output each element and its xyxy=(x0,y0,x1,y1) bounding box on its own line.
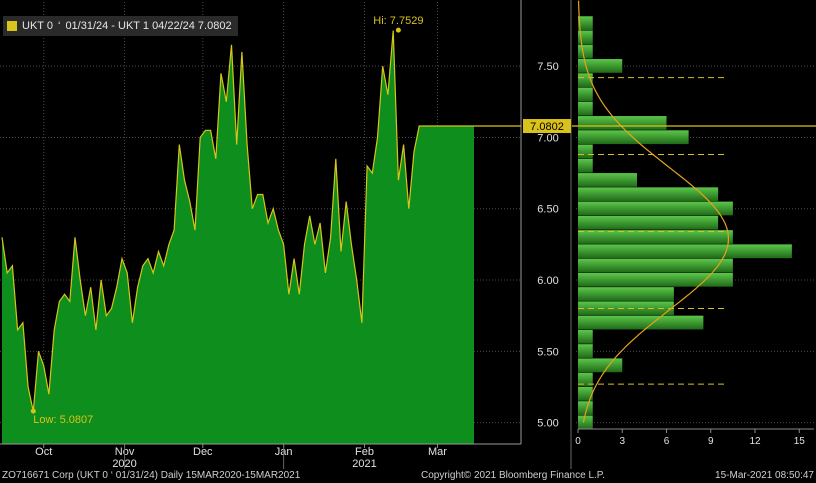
x-tick-label: Feb xyxy=(355,446,374,458)
footer-timestamp: 15-Mar-2021 08:50:47 xyxy=(715,470,814,481)
footer-copyright: Copyright© 2021 Bloomberg Finance L.P. xyxy=(421,470,605,481)
histogram-bar xyxy=(578,358,623,373)
histogram-bar xyxy=(578,329,593,344)
legend-series-label: UKT 0 xyxy=(22,20,53,32)
last-value-label: 7.0802 xyxy=(530,121,564,133)
histogram-bar xyxy=(578,287,674,301)
histogram-bar xyxy=(578,201,733,216)
hist-x-tick-label: 12 xyxy=(749,436,761,447)
histogram-bar xyxy=(578,187,719,202)
x-tick-label: Dec xyxy=(193,446,213,458)
histogram-bar xyxy=(578,44,593,59)
x-year-label: 2021 xyxy=(352,458,376,469)
x-tick-label: Oct xyxy=(35,446,52,458)
hi-label: Hi: 7.7529 xyxy=(373,15,423,27)
histogram-bar xyxy=(578,401,593,415)
distribution-curve xyxy=(578,0,729,423)
histogram-bar xyxy=(578,372,593,387)
legend-link-icon: ‘ xyxy=(57,20,61,32)
hist-x-tick-label: 3 xyxy=(619,436,625,447)
y-tick-label: 5.00 xyxy=(537,418,558,430)
hist-x-tick-label: 9 xyxy=(708,436,714,447)
hist-x-tick-label: 6 xyxy=(664,436,670,447)
histogram-bar xyxy=(578,272,733,287)
histogram-bar xyxy=(578,301,674,316)
main-chart-area xyxy=(1,30,474,444)
histogram-bar xyxy=(578,144,593,159)
x-tick-label: Mar xyxy=(428,446,447,458)
chart-legend: UKT 0 ‘ 01/31/24 - UKT 1 04/22/24 7.0802 xyxy=(3,16,238,36)
hist-x-tick-label: 0 xyxy=(575,436,581,447)
histogram-bar xyxy=(578,230,733,244)
status-footer: ZO716671 Corp (UKT 0 ‘ 01/31/24) Daily 1… xyxy=(0,469,816,483)
histogram-bar xyxy=(578,59,623,73)
low-marker xyxy=(30,408,36,414)
histogram-bar xyxy=(578,415,593,430)
chart-annotations: 7.0802 Hi: 7.7529 Low: 5.0807 xyxy=(30,15,816,426)
y-tick-label: 6.00 xyxy=(537,275,558,287)
y-tick-label: 7.00 xyxy=(537,132,558,144)
last-value-tag xyxy=(523,119,571,134)
y-tick-label: 5.50 xyxy=(537,346,558,358)
y-tick-label: 6.50 xyxy=(537,204,558,216)
histogram-overlay: 0 3 6 9 12 15 xyxy=(575,0,814,447)
histogram-bar xyxy=(578,158,593,173)
legend-swatch xyxy=(7,21,17,31)
histogram-bar xyxy=(578,258,733,273)
histogram-bar xyxy=(578,215,719,230)
series-area-fill xyxy=(2,30,474,444)
histogram-bar xyxy=(578,386,593,401)
histogram-bar xyxy=(578,344,593,358)
footer-security-info: ZO716671 Corp (UKT 0 ‘ 01/31/24) Daily 1… xyxy=(2,470,301,481)
hi-marker xyxy=(395,27,401,33)
histogram-bar xyxy=(578,244,792,259)
legend-text: 01/31/24 - UKT 1 04/22/24 7.0802 xyxy=(65,20,232,32)
hist-x-tick-label: 15 xyxy=(794,436,806,447)
series-line xyxy=(1,30,474,412)
histogram-bar xyxy=(578,101,593,116)
histogram-bar xyxy=(578,87,593,102)
histogram-bars xyxy=(578,16,792,430)
histogram-bar xyxy=(578,315,704,330)
low-label: Low: 5.0807 xyxy=(33,414,93,426)
y-tick-label: 7.50 xyxy=(537,61,558,73)
histogram-bar xyxy=(578,173,637,187)
histogram-bar xyxy=(578,16,593,31)
